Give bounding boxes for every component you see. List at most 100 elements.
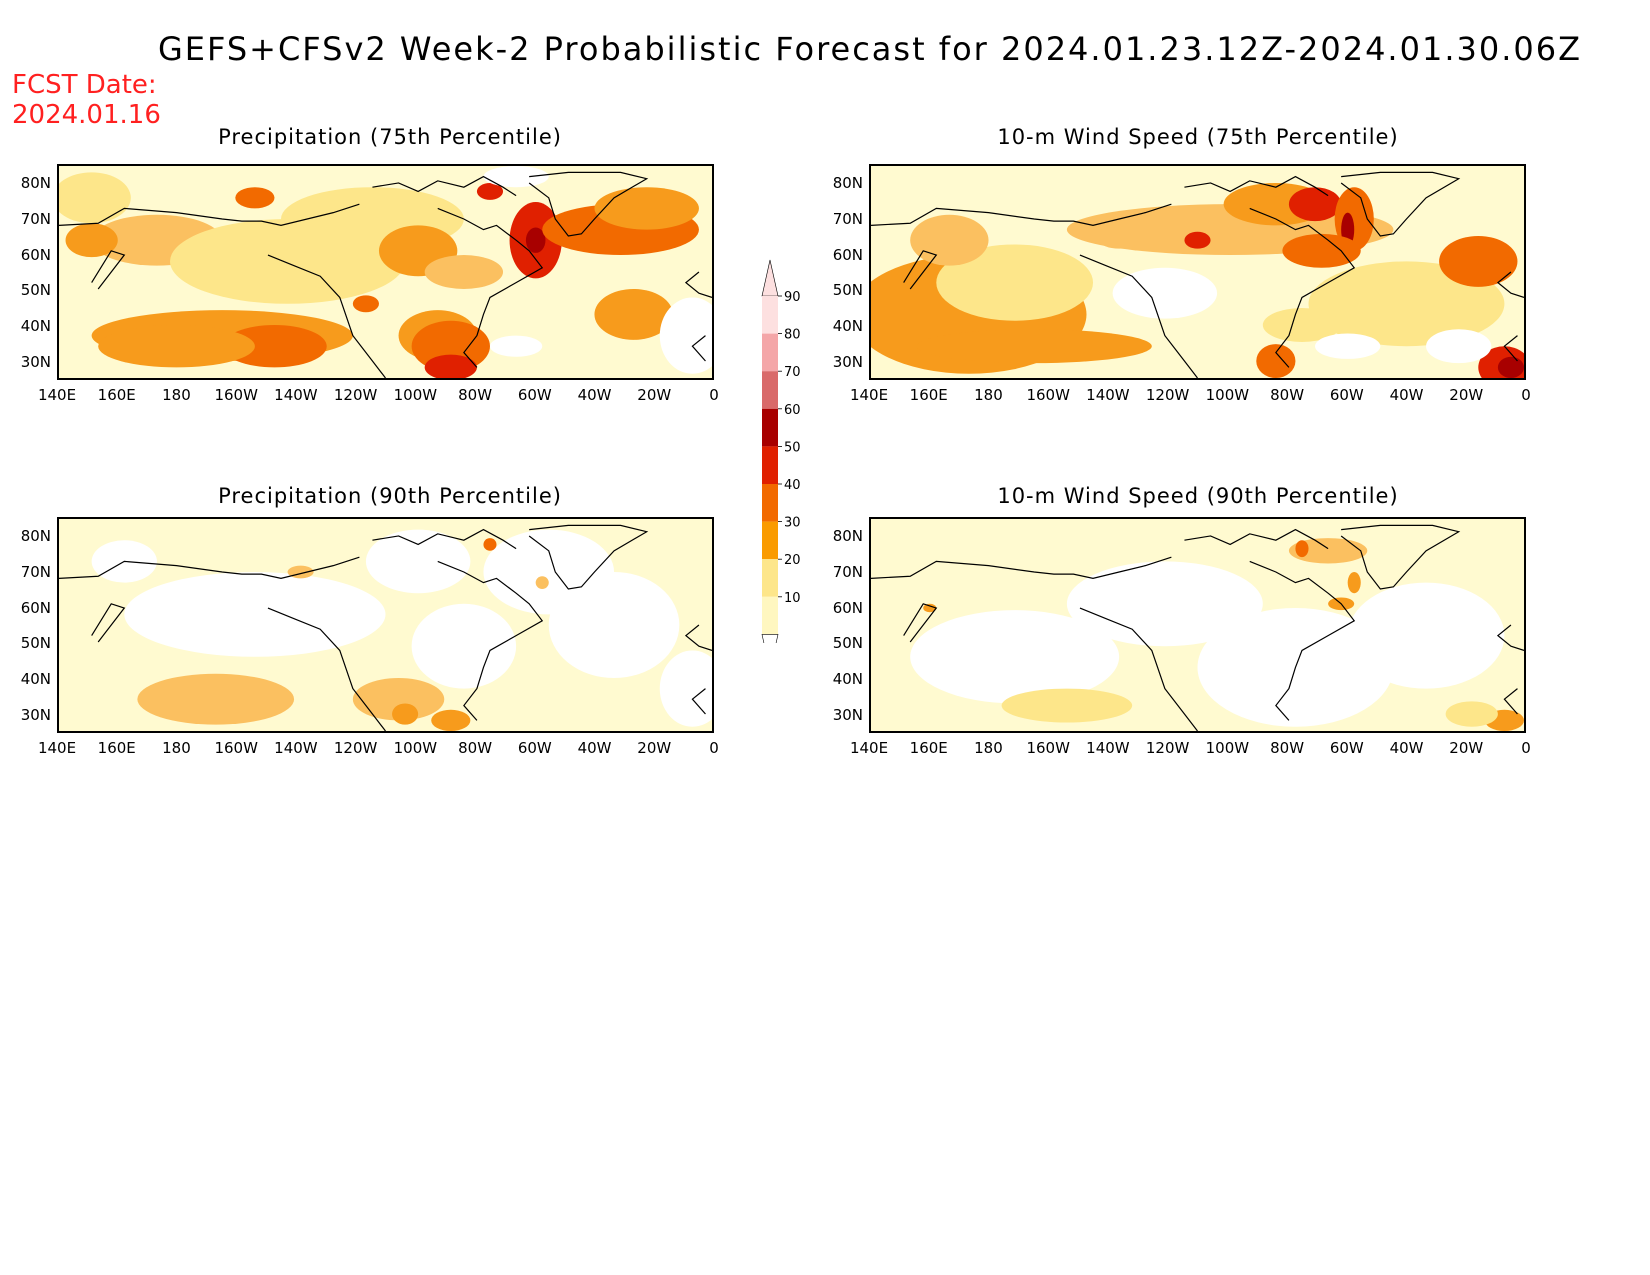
lat-label: 50N — [20, 281, 51, 300]
lon-label: 60W — [1329, 739, 1364, 757]
lat-label: 80N — [20, 527, 51, 545]
lon-label: 60W — [517, 386, 552, 404]
shaded-region — [594, 187, 699, 230]
shaded-region — [1439, 235, 1518, 287]
map-field — [59, 166, 712, 378]
lat-label: 50N — [20, 634, 51, 653]
coastline — [372, 530, 516, 549]
shaded-region — [59, 172, 131, 224]
colorbar-segment — [762, 333, 778, 372]
lon-label: 80W — [1270, 739, 1305, 757]
lat-label: 70N — [832, 209, 863, 228]
shaded-region — [483, 166, 549, 188]
lon-label: 160W — [214, 739, 258, 757]
lat-label: 80N — [832, 527, 863, 545]
coastline — [1080, 608, 1198, 731]
colorbar-segment — [762, 446, 778, 484]
shaded-region — [659, 650, 712, 727]
figure-title: GEFS+CFSv2 Week-2 Probabilistic Forecast… — [157, 30, 1583, 68]
shaded-region — [1347, 572, 1361, 594]
colorbar-top-arrow — [761, 259, 779, 297]
coastline — [686, 272, 712, 297]
shaded-region — [923, 603, 937, 613]
colorbar-bottom-arrow — [761, 634, 779, 643]
lon-label: 140W — [1086, 739, 1130, 757]
lon-label: 140E — [849, 739, 889, 757]
shaded-region — [65, 223, 118, 258]
lon-label: 140E — [849, 386, 889, 404]
shaded-region — [483, 538, 497, 551]
colorbar-segment — [762, 296, 778, 334]
shaded-region — [1256, 344, 1296, 378]
coastline — [268, 255, 386, 378]
lon-label: 160E — [97, 739, 136, 757]
shaded-region — [1112, 267, 1218, 319]
shaded-region — [916, 329, 1152, 364]
lon-label: 160W — [214, 386, 258, 404]
coastline — [372, 177, 516, 196]
shaded-region — [1497, 356, 1524, 378]
lon-label: 0 — [709, 739, 719, 757]
shaded-region — [535, 576, 549, 589]
lat-label: 40N — [20, 670, 51, 689]
lat-label: 80N — [832, 174, 863, 192]
shaded-region — [98, 325, 255, 368]
coastline — [1080, 255, 1198, 378]
shaded-region — [124, 572, 386, 657]
lon-label: 20W — [1449, 386, 1484, 404]
colorbar-segment — [762, 408, 778, 447]
shaded-region — [137, 673, 295, 725]
shaded-region — [936, 244, 1094, 321]
shaded-region — [659, 297, 712, 374]
lon-label: 120W — [333, 739, 378, 757]
coastline — [268, 608, 386, 731]
lat-label: 60N — [832, 245, 863, 264]
lon-label: 40W — [577, 739, 612, 757]
lat-label: 70N — [20, 562, 51, 581]
shaded-region — [1282, 233, 1361, 268]
coastline — [92, 251, 125, 289]
coastline — [1504, 689, 1517, 714]
lon-label: 0 — [1521, 739, 1531, 757]
colorbar-label: 50 — [784, 440, 801, 455]
panel-title-precip-75: Precipitation (75th Percentile) — [218, 125, 562, 149]
shaded-region — [476, 182, 504, 200]
shaded-region — [525, 227, 546, 253]
shaded-region — [352, 295, 379, 313]
panel-title-wind-75: 10-m Wind Speed (75th Percentile) — [997, 125, 1399, 149]
lon-label: 60W — [517, 739, 552, 757]
coastline — [692, 689, 705, 714]
lat-label: 40N — [832, 670, 863, 689]
lat-label: 40N — [20, 317, 51, 336]
shaded-region — [1295, 540, 1309, 558]
lon-label: 180 — [162, 386, 191, 404]
forecast-date-block: FCST Date: 2024.01.16 — [12, 70, 161, 130]
lon-label: 160W — [1026, 386, 1070, 404]
lat-label: 40N — [832, 317, 863, 336]
lon-label: 100W — [393, 739, 438, 757]
colorbar-label: 80 — [784, 328, 801, 343]
colorbar-label: 30 — [784, 516, 801, 531]
lon-label: 0 — [709, 386, 719, 404]
coastline — [1184, 177, 1328, 196]
shaded-region — [1066, 561, 1263, 647]
shaded-region — [424, 255, 504, 289]
colorbar-segment — [762, 371, 778, 409]
colorbar-label: 90 — [784, 290, 801, 305]
coastline — [92, 604, 125, 642]
lon-label: 160E — [909, 739, 948, 757]
coastline — [529, 525, 647, 589]
lon-label: 100W — [1205, 386, 1250, 404]
lon-label: 20W — [637, 386, 672, 404]
lon-label: 100W — [393, 386, 438, 404]
shaded-region — [1445, 701, 1498, 727]
colorbar-segment — [762, 559, 778, 597]
colorbar: 90 80 70 60 50 40 30 20 10 — [761, 259, 801, 643]
lat-label: 50N — [832, 281, 863, 300]
lon-label: 120W — [333, 386, 378, 404]
shaded-region — [235, 187, 275, 209]
shaded-region — [411, 603, 517, 689]
lat-label: 30N — [20, 353, 51, 371]
shaded-region — [1184, 231, 1211, 249]
lon-label: 160E — [909, 386, 948, 404]
